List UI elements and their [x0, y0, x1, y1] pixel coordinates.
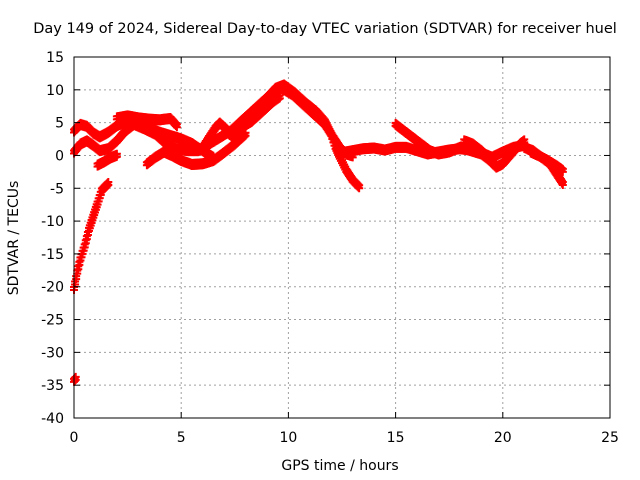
series-track-7	[142, 128, 250, 170]
series-track-4	[70, 82, 357, 162]
x-tick-label: 25	[601, 430, 619, 446]
data-point	[112, 149, 121, 158]
series-track-5	[93, 149, 121, 171]
data-point	[75, 257, 84, 266]
y-tick-label: 10	[46, 83, 64, 99]
series-track-6	[112, 110, 181, 132]
chart-title: Day 149 of 2024, Sidereal Day-to-day VTE…	[33, 21, 617, 37]
data-point	[355, 181, 364, 190]
gridlines	[74, 57, 610, 418]
y-axis-ticks: 15 10 5 0 -5 -10 -15 -20 -25 -30 -35 -40	[41, 50, 610, 427]
data-point	[171, 119, 180, 128]
plot-frame	[73, 56, 611, 419]
series-track-1	[70, 177, 113, 295]
data-point	[74, 262, 83, 271]
x-tick-label: 15	[387, 430, 405, 446]
data-point	[172, 120, 181, 129]
y-tick-label: 15	[46, 50, 64, 66]
y-axis-label: SDTVAR / TECUs	[6, 181, 22, 296]
data-point	[71, 372, 80, 381]
y-tick-label: 5	[55, 116, 64, 132]
data-point	[558, 164, 567, 173]
x-tick-label: 0	[70, 430, 79, 446]
x-tick-label: 5	[177, 430, 186, 446]
data-point	[275, 91, 284, 100]
data-point	[558, 177, 567, 186]
data-point	[80, 240, 89, 249]
y-tick-label: -40	[41, 411, 64, 427]
x-tick-label: 20	[494, 430, 512, 446]
x-axis-label: GPS time / hours	[281, 458, 398, 474]
data-point	[73, 266, 82, 275]
y-tick-label: -20	[41, 280, 64, 296]
data-point	[81, 236, 90, 245]
y-tick-label: -5	[50, 181, 64, 197]
series-track-12	[460, 135, 499, 167]
x-axis-ticks: 0 5 10 15 20 25	[70, 57, 619, 446]
y-tick-label: -25	[41, 313, 64, 329]
series-track-14	[526, 146, 567, 176]
y-tick-label: -10	[41, 214, 64, 230]
data-point	[104, 177, 113, 186]
y-tick-label: 0	[55, 148, 64, 164]
series-track-8	[198, 91, 284, 153]
data-series	[70, 79, 567, 386]
series-track-2	[70, 372, 80, 386]
data-point	[490, 155, 499, 164]
data-point	[82, 232, 91, 241]
y-tick-label: -35	[41, 378, 64, 394]
x-tick-label: 10	[279, 430, 297, 446]
y-tick-label: -30	[41, 345, 64, 361]
y-tick-label: -15	[41, 247, 64, 263]
